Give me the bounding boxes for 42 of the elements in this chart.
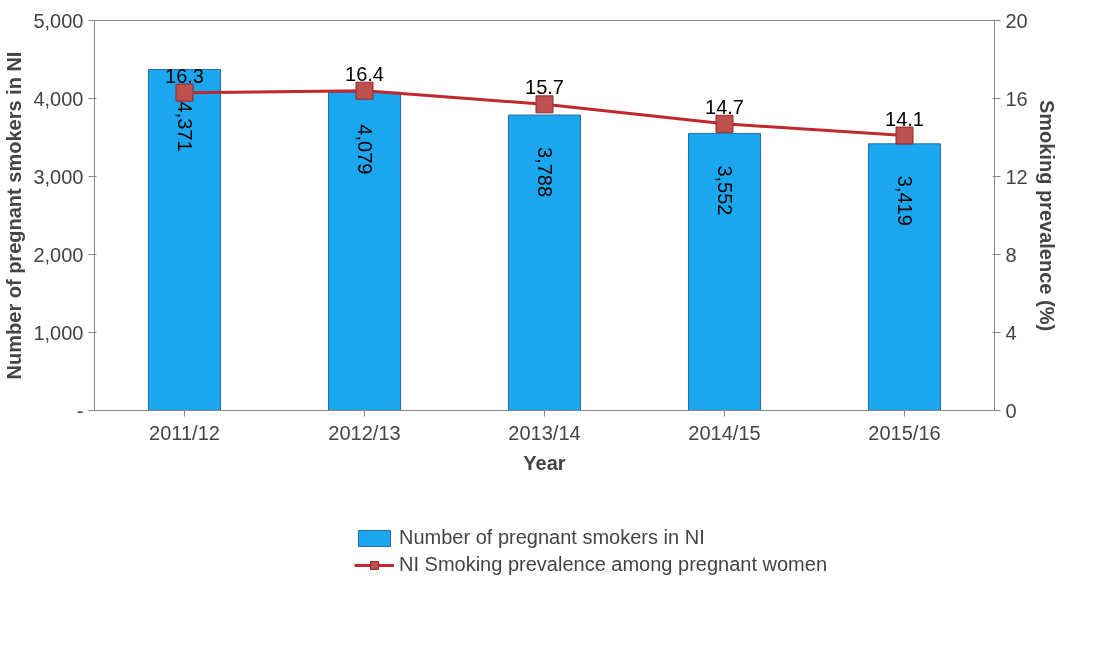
data-label: 3,419 bbox=[893, 175, 916, 226]
data-label: 15.7 bbox=[525, 76, 564, 99]
y2-tick-label: 20 bbox=[1005, 9, 1028, 32]
data-label: 16.4 bbox=[345, 62, 384, 85]
y-tick-label: 1,000 bbox=[33, 321, 84, 344]
y-tick-label: 4,000 bbox=[33, 87, 84, 110]
x-tick-label: 2014/15 bbox=[688, 421, 761, 444]
bar bbox=[688, 132, 761, 411]
legend-label: Number of pregnant smokers in NI bbox=[399, 526, 705, 549]
x-axis-title: Year bbox=[523, 451, 566, 474]
y-tick-label: 2,000 bbox=[33, 243, 84, 266]
y2-tick-label: 4 bbox=[1005, 321, 1017, 344]
bar bbox=[508, 114, 581, 411]
x-tick-label: 2012/13 bbox=[328, 421, 401, 444]
y2-tick-label: 8 bbox=[1005, 243, 1017, 266]
data-label: 16.3 bbox=[165, 64, 204, 87]
y-tick-label: 3,000 bbox=[33, 165, 84, 188]
point bbox=[175, 83, 194, 102]
data-label: 3,552 bbox=[713, 165, 736, 216]
point bbox=[535, 95, 554, 114]
y-axis-title: Number of pregnant smokers in NI bbox=[3, 51, 26, 380]
y2-tick-label: 0 bbox=[1005, 399, 1017, 422]
y2-tick-label: 16 bbox=[1005, 87, 1028, 110]
bar bbox=[868, 143, 941, 411]
legend-label: NI Smoking prevalence among pregnant women bbox=[399, 553, 828, 576]
point bbox=[355, 81, 374, 100]
y2-axis-title: Smoking prevalence (%) bbox=[1035, 99, 1058, 332]
data-label: 3,788 bbox=[533, 147, 556, 198]
y-tick-label: 5,000 bbox=[33, 9, 84, 32]
bar bbox=[148, 69, 221, 411]
x-tick-label: 2011/12 bbox=[149, 421, 220, 444]
data-label: 4,371 bbox=[173, 101, 196, 152]
y-tick-label: - bbox=[76, 399, 84, 422]
point bbox=[895, 126, 914, 145]
point bbox=[715, 114, 734, 133]
data-label: 14.7 bbox=[705, 95, 744, 118]
y2-tick-label: 12 bbox=[1005, 165, 1028, 188]
data-label: 4,079 bbox=[353, 124, 376, 175]
data-label: 14.1 bbox=[885, 107, 924, 130]
bar bbox=[328, 91, 401, 411]
x-tick-label: 2013/14 bbox=[508, 421, 581, 444]
x-tick-label: 2015/16 bbox=[868, 421, 941, 444]
